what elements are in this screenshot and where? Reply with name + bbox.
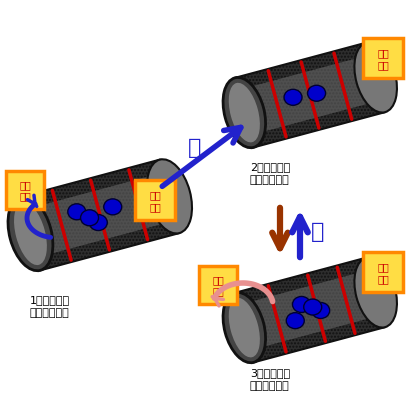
- FancyBboxPatch shape: [199, 266, 237, 304]
- Ellipse shape: [223, 293, 266, 363]
- Polygon shape: [21, 160, 179, 270]
- Text: 化学: 化学: [19, 180, 31, 190]
- FancyBboxPatch shape: [363, 38, 403, 78]
- Ellipse shape: [8, 197, 53, 271]
- Ellipse shape: [89, 214, 107, 231]
- FancyBboxPatch shape: [6, 171, 44, 209]
- Polygon shape: [238, 55, 382, 135]
- Ellipse shape: [229, 83, 260, 142]
- FancyBboxPatch shape: [135, 180, 175, 220]
- Text: 物質: 物質: [19, 191, 31, 202]
- Text: 化学: 化学: [212, 275, 224, 285]
- Text: 化学: 化学: [377, 262, 389, 272]
- Ellipse shape: [81, 210, 99, 226]
- Ellipse shape: [304, 299, 322, 315]
- Text: 物質: 物質: [377, 60, 389, 70]
- Text: 光: 光: [311, 222, 325, 242]
- Ellipse shape: [292, 297, 311, 312]
- Text: 1．化学物質
を内部に導入: 1．化学物質 を内部に導入: [30, 295, 70, 318]
- Polygon shape: [24, 172, 176, 258]
- Ellipse shape: [68, 204, 86, 220]
- Ellipse shape: [104, 199, 122, 215]
- Ellipse shape: [286, 313, 304, 329]
- Text: 化学: 化学: [377, 48, 389, 58]
- Text: 3．化学物質
を外部へ放出: 3．化学物質 を外部へ放出: [250, 368, 290, 391]
- Polygon shape: [238, 270, 382, 350]
- Ellipse shape: [308, 85, 325, 101]
- Ellipse shape: [354, 42, 397, 112]
- Text: 光: 光: [188, 138, 202, 158]
- Text: 物質: 物質: [149, 202, 161, 212]
- Text: 化学: 化学: [149, 190, 161, 200]
- FancyBboxPatch shape: [363, 252, 403, 292]
- Ellipse shape: [354, 257, 397, 328]
- Ellipse shape: [223, 77, 266, 148]
- Ellipse shape: [229, 298, 260, 357]
- Text: 2．化学物質
を内部に貯蔵: 2．化学物質 を内部に貯蔵: [250, 162, 290, 185]
- Ellipse shape: [312, 303, 330, 318]
- Ellipse shape: [14, 202, 47, 265]
- Polygon shape: [235, 43, 385, 147]
- Ellipse shape: [147, 159, 192, 233]
- Text: 物質: 物質: [377, 274, 389, 284]
- Polygon shape: [235, 258, 385, 362]
- Text: 物質: 物質: [212, 287, 224, 297]
- Ellipse shape: [284, 89, 302, 105]
